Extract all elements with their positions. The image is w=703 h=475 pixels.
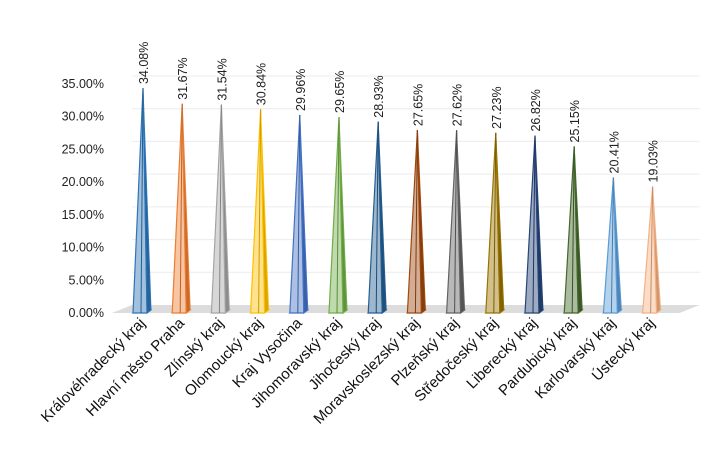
bar-side-face <box>495 132 505 314</box>
bar <box>131 87 153 314</box>
data-label: 27.65% <box>411 84 425 126</box>
y-tick-label: 0.00% <box>69 306 104 320</box>
bar-side-face <box>260 109 270 314</box>
bar-ridge <box>179 103 183 314</box>
data-label: 31.67% <box>176 57 190 99</box>
data-label: 29.96% <box>294 69 308 111</box>
bar <box>562 146 584 314</box>
bar <box>366 121 388 314</box>
bar-side-face <box>534 135 544 314</box>
bar <box>484 132 506 314</box>
data-label: 26.82% <box>529 89 543 131</box>
bar-ridge <box>650 186 654 314</box>
data-label: 19.03% <box>647 140 661 182</box>
bar <box>445 130 467 314</box>
bar-ridge <box>610 177 614 314</box>
y-tick-label: 20.00% <box>62 175 104 189</box>
bar-ridge <box>140 88 144 314</box>
bar <box>601 177 623 314</box>
bar-ridge <box>414 130 418 314</box>
bar-side-face <box>416 130 426 314</box>
bar-side-face <box>573 146 583 314</box>
bar-ridge <box>571 146 575 314</box>
bar <box>523 135 545 314</box>
bar-ridge <box>258 109 262 314</box>
data-label: 27.62% <box>451 84 465 126</box>
data-label: 20.41% <box>607 131 621 173</box>
bar <box>249 109 271 314</box>
bar <box>405 130 427 314</box>
bar <box>327 116 349 314</box>
data-labels: 34.08% 31.67% 31.54% 30.84% 29.96% 29.65% 28.9… <box>137 42 661 183</box>
data-label: 27.23% <box>490 86 504 128</box>
bar-ridge <box>218 104 222 314</box>
bar-side-face <box>181 103 191 314</box>
data-label: 29.65% <box>333 71 347 113</box>
y-tick-label: 35.00% <box>62 77 104 91</box>
bar-ridge <box>454 130 458 314</box>
bar-side-face <box>142 88 152 314</box>
bar-ridge <box>375 121 379 314</box>
bar-side-face <box>220 104 230 314</box>
bar-side-face <box>652 186 662 314</box>
bar <box>209 104 231 314</box>
y-tick-label: 10.00% <box>62 241 104 255</box>
data-label: 31.54% <box>215 58 229 100</box>
y-tick-label: 25.00% <box>62 142 104 156</box>
bar-ridge <box>297 114 301 314</box>
data-label: 34.08% <box>137 42 151 84</box>
bar-side-face <box>377 121 387 314</box>
bar <box>170 103 192 314</box>
data-label: 30.84% <box>255 63 269 105</box>
bar-ridge <box>336 116 340 314</box>
bar-side-face <box>456 130 466 314</box>
data-label: 25.15% <box>568 100 582 142</box>
bar <box>288 114 310 314</box>
bar <box>641 186 663 314</box>
bar-ridge <box>532 135 536 314</box>
y-tick-label: 30.00% <box>62 110 104 124</box>
bar-side-face <box>612 177 622 314</box>
data-label: 28.93% <box>372 75 386 117</box>
y-tick-label: 15.00% <box>62 208 104 222</box>
bar-side-face <box>299 114 309 314</box>
bars <box>131 87 663 314</box>
y-tick-label: 5.00% <box>69 273 104 287</box>
bar-ridge <box>493 132 497 314</box>
bar-side-face <box>338 116 348 314</box>
y-axis-ticks: 0.00% 5.00% 10.00% 15.00% 20.00% 25.00% 30.00%… <box>62 77 104 320</box>
